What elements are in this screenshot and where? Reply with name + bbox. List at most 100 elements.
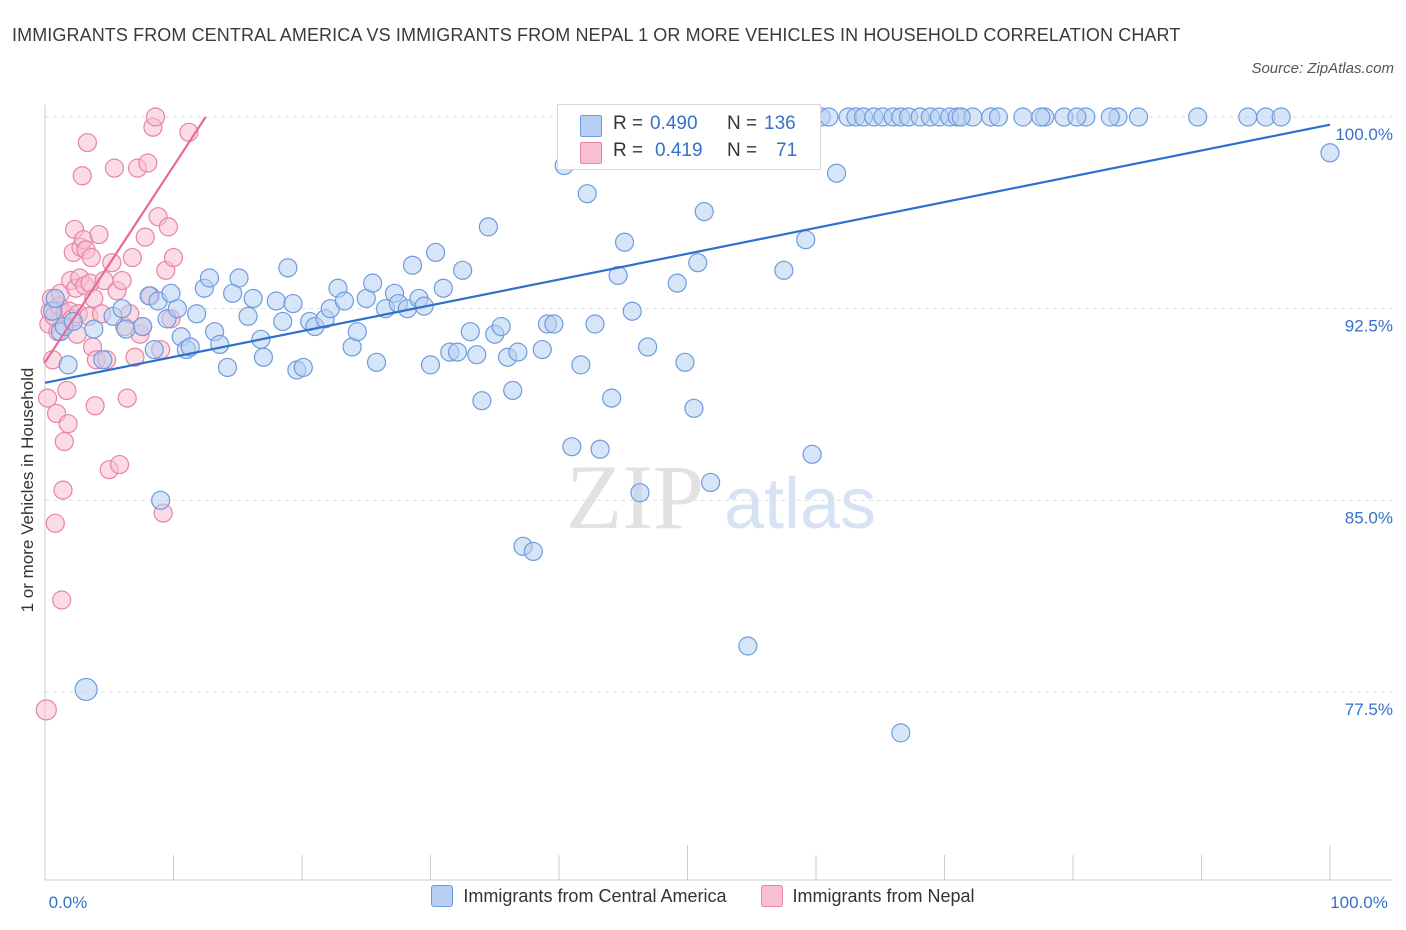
- nepal-point: [58, 414, 78, 434]
- central-america-point: [1271, 107, 1291, 127]
- x-tick-label: 100.0%: [1330, 893, 1388, 912]
- central-america-point: [1128, 107, 1149, 127]
- n-label: N =: [727, 140, 758, 161]
- legend-swatch-blue: [431, 885, 454, 907]
- central-america-point: [426, 242, 446, 263]
- central-america-point: [93, 350, 113, 370]
- central-america-point: [116, 319, 136, 339]
- central-america-point: [151, 490, 171, 510]
- central-america-point: [774, 260, 794, 280]
- central-america-point: [460, 322, 480, 342]
- central-america-point: [585, 314, 605, 334]
- nepal-point: [77, 132, 98, 153]
- central-america-point: [951, 107, 971, 127]
- central-america-point: [491, 316, 511, 337]
- central-america-point: [1238, 107, 1258, 127]
- central-america-point: [503, 380, 523, 401]
- central-america-point: [622, 301, 642, 321]
- nepal-point: [45, 513, 65, 533]
- nepal-point: [138, 153, 158, 173]
- central-america-point: [684, 398, 704, 418]
- central-america-point: [590, 439, 610, 459]
- nepal-point: [81, 247, 101, 268]
- central-america-point: [694, 201, 714, 222]
- legend-item-central-america[interactable]: Immigrants from Central America: [431, 885, 727, 907]
- central-america-point: [278, 258, 298, 278]
- nepal-point: [117, 388, 137, 408]
- central-america-point: [167, 299, 187, 319]
- central-america-point: [826, 163, 847, 183]
- central-america-point: [608, 265, 628, 286]
- central-america-point: [84, 319, 104, 339]
- central-america-point: [802, 444, 822, 464]
- central-america-point: [334, 291, 355, 311]
- source-label: Source: ZipAtlas.com: [1251, 60, 1394, 77]
- central-america-point: [266, 291, 286, 311]
- central-america-point: [293, 357, 313, 378]
- legend-label: Immigrants from Nepal: [792, 885, 975, 906]
- central-america-point: [571, 355, 591, 375]
- central-america-point: [273, 311, 293, 332]
- central-america-point: [544, 314, 564, 334]
- central-america-point: [891, 723, 911, 743]
- x-tick-label: 0.0%: [49, 893, 88, 912]
- nepal-point: [54, 431, 74, 452]
- central-america-point: [614, 232, 635, 252]
- central-america-point: [133, 316, 153, 337]
- nepal-point: [112, 270, 132, 291]
- blue-swatch: [580, 115, 602, 137]
- nepal-point: [57, 380, 77, 401]
- axes: [44, 105, 1393, 881]
- trend-line-nepal: [44, 116, 207, 363]
- central-america-point: [796, 230, 816, 250]
- central-america-point: [210, 334, 230, 355]
- trend-lines: [44, 116, 1331, 384]
- central-america-point: [1188, 107, 1208, 127]
- central-america-point: [217, 357, 238, 378]
- central-america-point: [433, 278, 453, 298]
- nepal-point: [104, 158, 124, 178]
- nepal-point: [122, 247, 142, 268]
- central-america-point: [1013, 107, 1033, 127]
- central-america-point: [701, 472, 721, 493]
- central-america-point: [58, 355, 78, 375]
- nepal-point: [53, 480, 73, 500]
- central-america-point: [253, 347, 274, 367]
- central-america-point: [1031, 107, 1051, 127]
- central-america-point: [243, 288, 263, 309]
- nepal-point: [109, 454, 130, 475]
- r-label: R =: [613, 140, 644, 161]
- central-america-point: [199, 268, 220, 288]
- nepal-point: [163, 247, 184, 268]
- chart-title: IMMIGRANTS FROM CENTRAL AMERICA VS IMMIG…: [12, 25, 1181, 45]
- nepal-point: [52, 590, 72, 610]
- central-america-point: [1320, 143, 1340, 163]
- legend-item-nepal[interactable]: Immigrants from Nepal: [760, 885, 975, 907]
- y-tick-label: 85.0%: [1345, 508, 1393, 527]
- central-america-point: [508, 342, 528, 362]
- central-america-point: [602, 388, 622, 408]
- stats-box: R = 0.490 N = 136 R = 0.419 N = 71: [557, 104, 821, 170]
- nepal-point: [135, 227, 155, 247]
- central-america-point: [420, 355, 441, 375]
- legend-swatch-pink: [760, 885, 783, 907]
- n-label: N =: [727, 113, 758, 134]
- watermark-atlas: atlas: [724, 464, 876, 544]
- central-america-point: [453, 260, 473, 280]
- central-america-point: [638, 337, 658, 357]
- central-america-point: [630, 483, 650, 503]
- trend-line-central-america: [44, 123, 1331, 384]
- central-america-point: [45, 288, 65, 309]
- central-america-point: [363, 273, 383, 293]
- y-tick-label: 100.0%: [1335, 125, 1393, 144]
- central-america-point: [675, 352, 695, 372]
- legend: Immigrants from Central America Immigran…: [0, 885, 1406, 907]
- pink-swatch: [580, 142, 602, 164]
- central-america-point: [347, 322, 367, 342]
- series-nepal-points: [35, 107, 199, 721]
- nepal-point: [158, 217, 178, 237]
- central-america-point: [577, 184, 597, 204]
- nepal-point: [72, 166, 92, 186]
- legend-label: Immigrants from Central America: [463, 885, 727, 906]
